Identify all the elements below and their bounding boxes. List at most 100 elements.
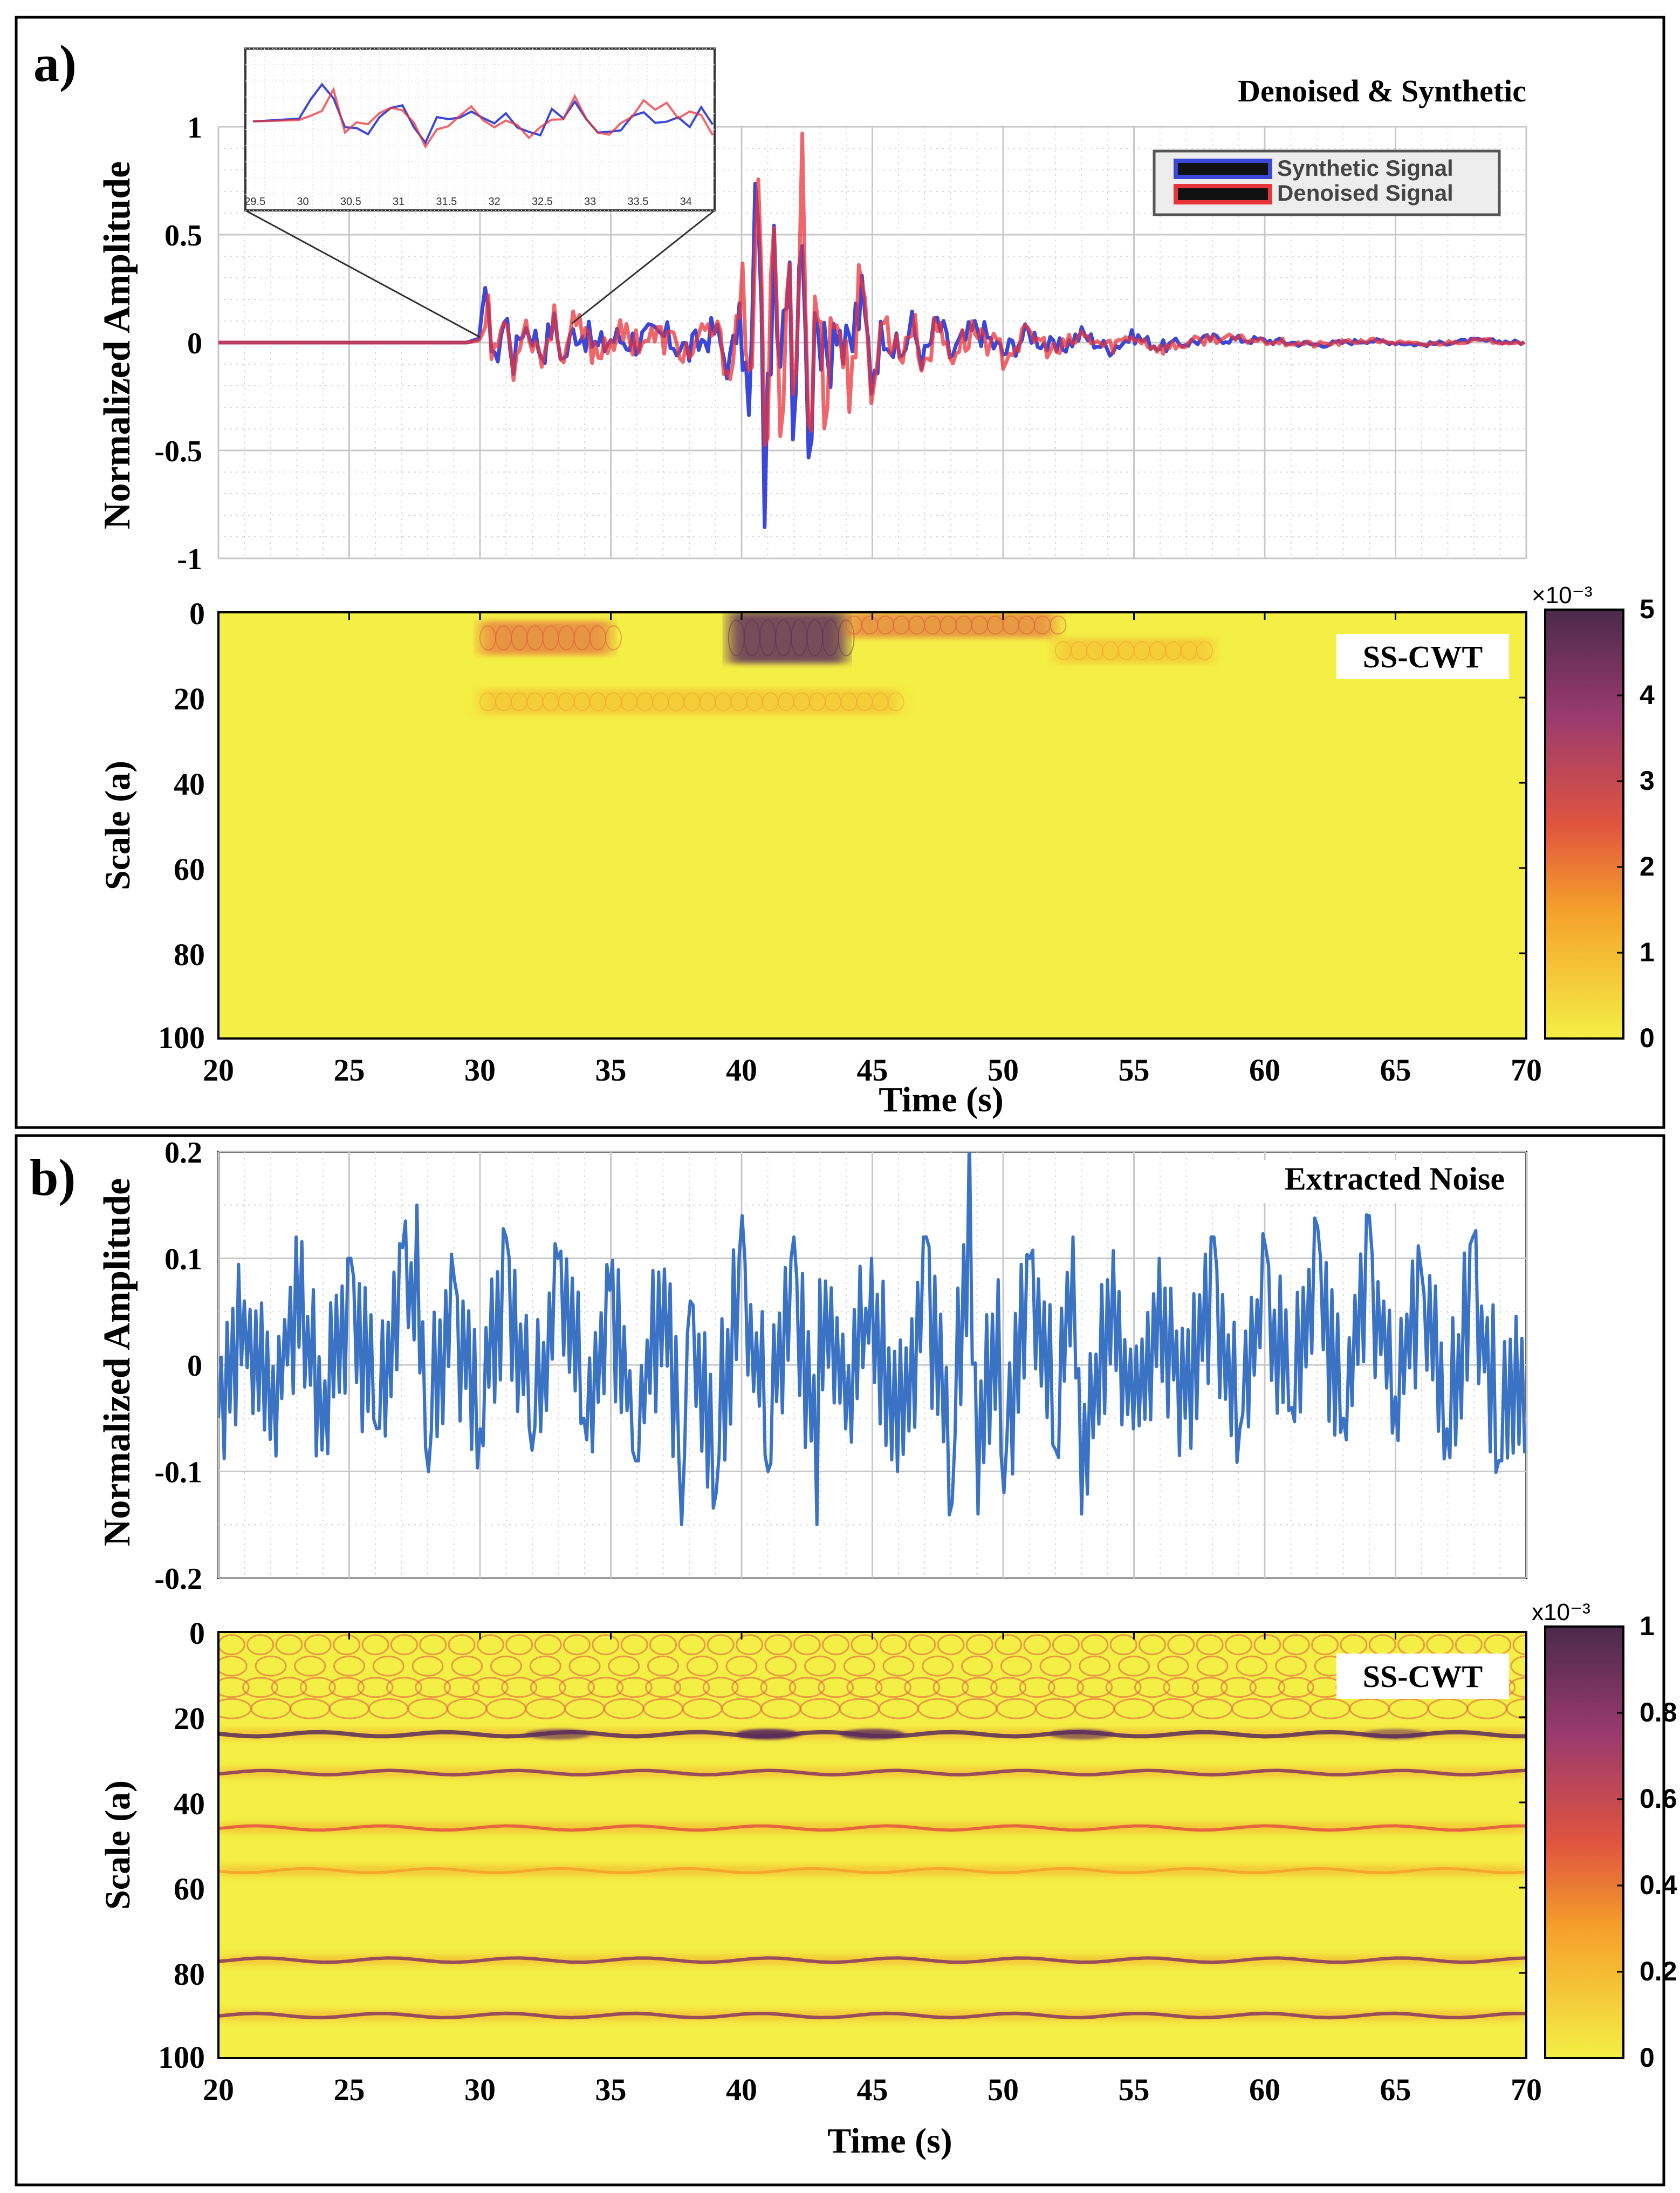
heatmap-a-xtick-label: 40 <box>726 1053 757 1088</box>
heatmap-b-bubble <box>218 1677 250 1698</box>
heatmap-b-xtick-label: 55 <box>1119 2072 1150 2107</box>
heatmap-b-bubble <box>419 1634 447 1656</box>
waveform-a-ylabel: Normalized Amplitude <box>97 161 138 529</box>
heatmap-b-bubble <box>357 1677 394 1698</box>
heatmap-b-bubble <box>1039 1655 1072 1677</box>
heatmap-b-bubble <box>451 1655 483 1677</box>
colorbar-b-tick-labels: 1 0.8 0.6 0.4 0.2 0 <box>1617 1611 1677 2073</box>
waveform-a-ytick-label: 1 <box>187 111 202 145</box>
inset-xtick-label: 32.5 <box>532 196 553 208</box>
heatmap-b-bubble <box>788 1677 825 1698</box>
heatmap-b-bubble <box>563 1634 591 1656</box>
heatmap-b-bubble <box>530 1677 566 1698</box>
heatmap-b-bubble <box>1157 1655 1189 1677</box>
inset-xtick-label: 34 <box>680 196 692 208</box>
heatmap-b-bubble <box>448 1634 476 1656</box>
heatmap-a-xlabel: Time (s) <box>879 1080 1004 1119</box>
heatmap-b-colorbar-tick-label: 1 <box>1640 1611 1655 1641</box>
heatmap-b-xtick-label: 40 <box>726 2072 757 2107</box>
legend-entry-synthetic: Synthetic Signal <box>1277 155 1453 181</box>
noise-title: Extracted Noise <box>1285 1161 1505 1197</box>
heatmap-a-xtick-label: 30 <box>464 1053 496 1088</box>
heatmap-b-bubble <box>765 1655 797 1677</box>
noise-ytick-label: 0.1 <box>164 1243 202 1276</box>
heatmap-b-bubble <box>415 1677 451 1698</box>
heatmap-b-bubble <box>361 1634 389 1656</box>
inset-xtick-label: 29.5 <box>244 196 265 208</box>
heatmap-a-ytick-label: 40 <box>174 767 205 802</box>
heatmap-a-xtick-label: 45 <box>857 1053 888 1088</box>
heatmap-b-xtick-label: 30 <box>464 2072 496 2107</box>
heatmap-a-ytick-label: 20 <box>174 681 205 716</box>
heatmap-b-bubble <box>1047 1677 1084 1698</box>
heatmap-b-energy-knot <box>1049 1729 1114 1740</box>
heatmap-b-colorbar-tick-label: 0 <box>1640 2042 1655 2073</box>
heatmap-a-xtick-label: 65 <box>1380 1053 1411 1088</box>
heatmap-b-energy-knot <box>735 1729 800 1740</box>
heatmap-a-xtick-label: 50 <box>988 1053 1019 1088</box>
legend-swatch-denoised <box>1174 184 1272 204</box>
heatmap-a-features <box>479 612 1213 715</box>
heatmap-a-ytick-labels: 0 20 40 60 80 100 <box>158 596 1526 1055</box>
heatmap-b-bubble <box>1196 1634 1224 1656</box>
waveform-a-ytick-label: 0.5 <box>164 219 202 252</box>
heatmap-a-colorbar-tick-label: 1 <box>1640 937 1655 967</box>
heatmap-b-bubble <box>851 1634 879 1656</box>
heatmap-a-xtick-label: 20 <box>203 1053 234 1088</box>
heatmap-b-bubble <box>1506 1698 1526 1719</box>
heatmap-b-bubble <box>1282 1634 1310 1656</box>
heatmap-b-bubble <box>587 1677 624 1698</box>
heatmap-b-bubble <box>822 1634 850 1656</box>
inset-xtick-label: 31.5 <box>436 196 457 208</box>
heatmap-b-bubble <box>678 1634 706 1656</box>
heatmap-b-bubble <box>995 1634 1023 1656</box>
heatmap-b-bubble <box>333 1634 361 1656</box>
inset-xtick-labels: 29.5 30 30.5 31 31.5 32 32.5 33 33.5 34 <box>244 196 692 208</box>
heatmap-b-bubble <box>879 1634 907 1656</box>
heatmap-b-bubble <box>1052 1634 1080 1656</box>
heatmap-b-bubble <box>764 1634 792 1656</box>
inset-connector-right <box>571 209 715 325</box>
heatmap-b-bubble <box>218 1655 248 1677</box>
heatmap-b-bubble <box>1225 1634 1252 1656</box>
heatmap-a-title-box <box>1336 634 1509 679</box>
heatmap-a-ridge <box>605 625 622 651</box>
heatmap-b-bubble <box>529 1655 561 1677</box>
heatmap-b-colorbar-tick-label: 0.4 <box>1640 1870 1677 1900</box>
heatmap-b-colorbar-tick-label: 0.6 <box>1640 1784 1677 1814</box>
heatmap-b-bubble <box>1081 1634 1109 1656</box>
heatmap-b-bubble <box>686 1655 718 1677</box>
panel-a-label: a) <box>33 35 77 92</box>
waveform-a-title: Denoised & Synthetic <box>1238 73 1526 108</box>
heatmap-b-bubble <box>616 1677 653 1698</box>
heatmap-a-background <box>218 612 1526 1039</box>
heatmap-b-bubble <box>1220 1677 1257 1698</box>
heatmap-b-bubble <box>1278 1677 1314 1698</box>
heatmap-b-bubble <box>271 1677 307 1698</box>
heatmap-a-ytick-label: 0 <box>189 596 205 631</box>
denoised-signal-line <box>218 131 1525 447</box>
heatmap-a-energy-blob <box>728 612 846 664</box>
panel-b-noise-axes: 0.2 0.1 0 -0.1 -0.2 Extracted Noise Normaliz… <box>97 1136 1527 1596</box>
heatmap-a-colorbar-tick-label: 5 <box>1640 594 1655 624</box>
inset-zoom: 29.5 30 30.5 31 31.5 32 32.5 33 33.5 34 <box>244 47 716 338</box>
heatmap-b-ridge-line <box>218 1867 1526 1875</box>
heatmap-b-bubble <box>932 1677 969 1698</box>
heatmap-b-bubble <box>1311 1634 1339 1656</box>
heatmap-b-bubble <box>1079 1655 1111 1677</box>
heatmap-b-bubble <box>961 1677 998 1698</box>
heatmap-b-bubble <box>1118 1655 1150 1677</box>
inset-xtick-label: 30.5 <box>340 196 361 208</box>
heatmap-b-colorbar-tick-label: 0.2 <box>1640 1956 1677 1986</box>
heatmap-b-ridge-line <box>218 1956 1526 1964</box>
heatmap-b-bubble <box>1109 1634 1137 1656</box>
heatmap-b-bubble <box>804 1655 836 1677</box>
heatmap-b-bubble <box>1134 1677 1170 1698</box>
heatmap-a-ylabel: Scale (a) <box>98 761 138 890</box>
noise-ytick-labels: 0.2 0.1 0 -0.1 -0.2 <box>154 1136 202 1596</box>
heatmap-b-ytick-label: 40 <box>174 1786 205 1821</box>
panel-a-frame <box>15 16 1665 1129</box>
heatmap-b-bubble <box>908 1634 936 1656</box>
panel-b-heatmap-axes: 0 20 40 60 80 100 20 25 30 35 40 45 50 55 60 65 70 SS-C… <box>98 1599 1677 2161</box>
